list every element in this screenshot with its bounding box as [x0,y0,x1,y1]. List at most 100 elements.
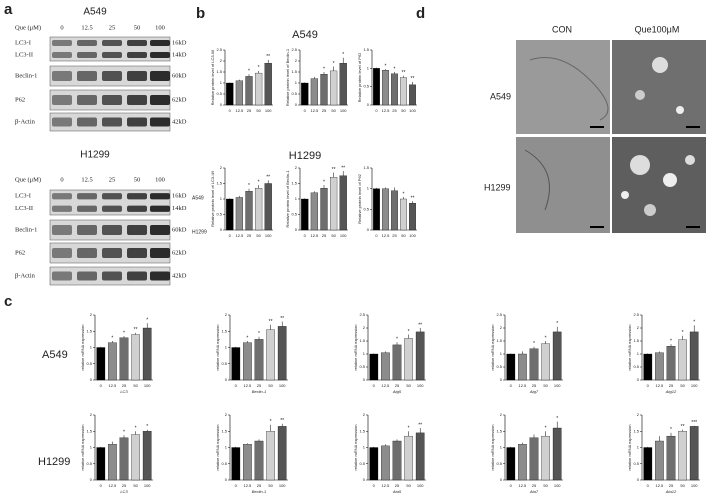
side-label: H1299 [192,229,207,235]
x-tick-label: 50 [331,233,336,238]
band [102,117,122,127]
y-tick-label: 0.5 [221,461,227,466]
x-tick-label: 50 [256,108,261,113]
x-tick-label: 12.5 [382,108,391,113]
x-tick-label: 50 [680,483,685,488]
x-tick-label: 0 [229,108,232,113]
x-tick-label: 50 [680,383,685,388]
dose: 12.5 [81,176,92,183]
x-tick-label: 100 [279,383,286,388]
bar [666,346,676,381]
protein-label: LC3-I [15,193,31,200]
kd-label: 60kD [172,226,187,233]
y-tick-label: 0 [637,377,640,382]
x-tick-label: 12.5 [244,483,253,488]
bar [666,435,676,481]
significance: * [270,419,272,425]
protein-label: Beclin-1 [15,226,37,233]
y-tick-label: 2.5 [359,312,365,317]
y-tick-label: 0 [363,477,366,482]
y-tick-label: 0 [500,377,503,382]
x-tick-label: 25 [532,483,537,488]
bar [381,445,390,481]
x-tick-label: 0 [100,483,103,488]
bar [277,426,287,481]
x-tick-label: 100 [144,483,151,488]
bar [310,78,319,106]
x-axis-label: LC3 [120,489,128,493]
significance: * [556,416,558,422]
y-axis-label: Relative protein level of Beclin-1 [285,170,290,228]
y-tick-label: 1.5 [363,165,369,170]
significance: * [258,65,260,71]
protein-label: LC3-II [15,51,33,58]
x-tick-label: 100 [340,233,347,238]
y-tick-label: 2 [295,58,298,63]
significance: * [248,183,250,189]
dose-label: Que (μM) [15,24,41,31]
x-tick-label: 25 [247,233,252,238]
kd-label: 42kD [172,118,187,125]
band [150,193,170,200]
protein-label: P62 [15,96,25,103]
x-tick-label: 25 [122,383,127,388]
y-axis-label: Relative protein level of P62 [357,52,362,103]
bar [643,353,653,381]
bar [391,190,398,231]
significance: * [333,61,335,67]
y-tick-label: 2 [500,412,503,417]
y-tick-label: 0 [500,477,503,482]
y-tick-label: 0 [90,377,93,382]
y-tick-label: 1.5 [633,428,639,433]
row-title: H1299 [289,150,321,162]
y-tick-label: 2 [363,325,366,330]
bar [404,338,413,381]
x-tick-label: 100 [279,483,286,488]
bar [96,447,106,481]
x-tick-label: 100 [144,383,151,388]
kd-label: 14kD [172,205,187,212]
band [52,193,72,200]
bar [369,447,379,481]
row-label: A549 [42,349,68,361]
y-axis-label: relative mRNA expression [80,324,85,370]
x-tick-label: 12.5 [656,383,665,388]
bar [392,440,402,481]
dose: 100 [155,176,165,183]
bar [655,440,664,481]
significance: * [533,341,535,347]
x-tick-label: 25 [257,383,262,388]
x-tick-label: 100 [409,233,416,238]
bar [404,435,413,481]
x-tick-label: 12.5 [244,383,253,388]
bar [231,347,241,381]
bar [689,426,699,481]
y-tick-label: 2 [363,412,366,417]
band [102,271,122,281]
x-tick-label: 0 [510,483,513,488]
bar [119,437,129,481]
x-tick-label: 0 [304,233,307,238]
y-tick-label: 1 [500,351,503,356]
kd-label: 16kD [172,39,187,46]
bar [678,339,687,381]
y-tick-label: 1.5 [291,181,297,186]
bar [108,342,117,381]
dose: 0 [60,176,63,183]
significance: ** [418,322,422,328]
x-tick-label: 50 [406,483,411,488]
dose: 25 [109,176,116,183]
y-tick-label: 0 [225,377,228,382]
band [102,248,122,258]
x-tick-label: 25 [392,233,397,238]
y-tick-label: 1 [225,445,228,450]
bar [226,82,234,106]
kd-label: 62kD [172,249,187,256]
blot-title: H1299 [80,150,110,161]
band [150,40,170,46]
significance: * [545,335,547,341]
dose: 25 [109,24,116,31]
band [52,248,72,258]
kd-label: 16kD [172,193,187,200]
y-tick-label: 1 [637,351,640,356]
